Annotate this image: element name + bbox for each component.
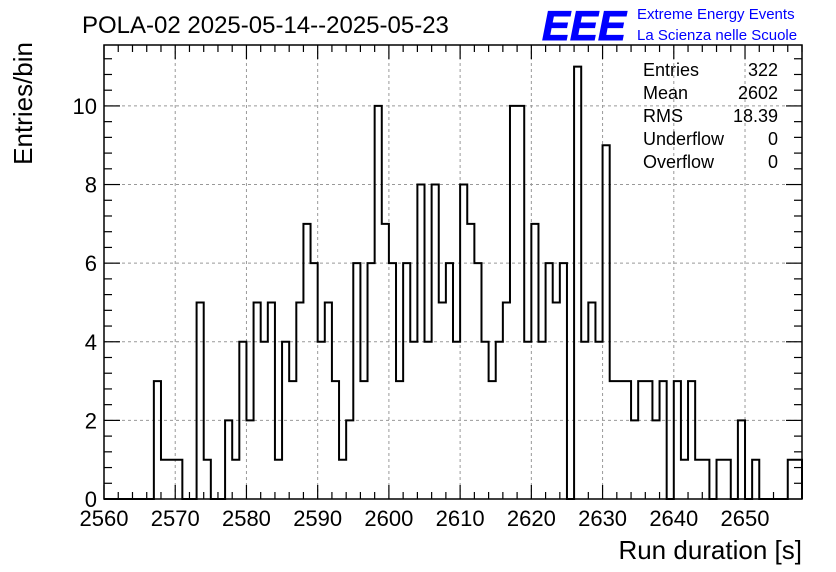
stats-label: RMS <box>643 106 683 126</box>
x-tick-label: 2650 <box>721 506 770 531</box>
axis-ticks <box>103 45 803 500</box>
stats-label: Overflow <box>643 152 715 172</box>
x-tick-label: 2560 <box>80 506 129 531</box>
y-tick-label: 10 <box>73 94 97 119</box>
chart-title: POLA-02 2025-05-14--2025-05-23 <box>82 12 449 39</box>
y-tick-label: 4 <box>85 330 97 355</box>
x-tick-label: 2600 <box>364 506 413 531</box>
stats-value: 322 <box>748 60 778 80</box>
y-axis-label: Entries/bin <box>8 42 38 165</box>
x-tick-label: 2570 <box>151 506 200 531</box>
stats-label: Underflow <box>643 129 725 149</box>
stats-label: Mean <box>643 83 688 103</box>
stats-value: 2602 <box>738 83 778 103</box>
stats-label: Entries <box>643 60 699 80</box>
y-tick-label: 0 <box>85 487 97 512</box>
stats-value: 0 <box>768 129 778 149</box>
x-tick-label: 2620 <box>507 506 556 531</box>
x-tick-label: 2640 <box>649 506 698 531</box>
logo-line2: La Scienza nelle Scuole <box>637 27 797 44</box>
logo-mark: EEE <box>542 2 628 49</box>
logo-line1: Extreme Energy Events <box>637 6 795 23</box>
x-tick-label: 2580 <box>222 506 271 531</box>
y-tick-labels: 0 2 4 6 8 10 <box>73 94 97 512</box>
y-tick-label: 2 <box>85 408 97 433</box>
x-tick-labels: 2560 2570 2580 2590 2600 2610 2620 2630 2640 2650 <box>80 506 770 531</box>
y-tick-label: 6 <box>85 251 97 276</box>
x-tick-label: 2610 <box>436 506 485 531</box>
x-tick-label: 2630 <box>578 506 627 531</box>
y-tick-label: 8 <box>85 173 97 198</box>
plot-frame <box>103 44 803 500</box>
stats-value: 18.39 <box>733 106 778 126</box>
stats-box: Entries 322 Mean 2602 RMS 18.39 Underflow 0 Over… <box>643 60 778 172</box>
stats-value: 0 <box>768 152 778 172</box>
histogram-outline <box>104 65 803 500</box>
eee-logo: EEE Extreme Energy Events La Scienza nel… <box>542 2 798 50</box>
histogram-bars <box>104 65 803 500</box>
x-axis-label: Run duration [s] <box>618 535 802 565</box>
x-tick-label: 2590 <box>293 506 342 531</box>
